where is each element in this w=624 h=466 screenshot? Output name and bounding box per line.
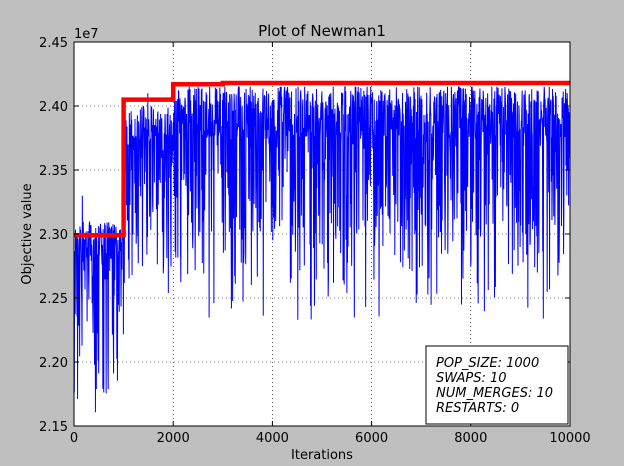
annotation-line: NUM_MERGES: 10	[436, 386, 553, 401]
series-red-path	[74, 80, 570, 238]
x-tick-label: 4000	[256, 431, 289, 446]
y-tick-label: 2.45	[39, 36, 68, 51]
x-axis-label: Iterations	[291, 448, 353, 463]
y-tick-label: 2.25	[39, 292, 68, 307]
y-multiplier-label: 1e7	[74, 27, 99, 42]
y-tick-label: 2.15	[39, 420, 68, 435]
y-tick-label: 2.30	[39, 228, 68, 243]
y-tick-label: 2.35	[39, 164, 68, 179]
annotation-line: SWAPS: 10	[436, 371, 507, 386]
x-tick-label: 2000	[157, 431, 190, 446]
chart-title: Plot of Newman1	[258, 22, 386, 40]
x-tick-label: 8000	[454, 431, 487, 446]
annotation-box: POP_SIZE: 1000 SWAPS: 10 NUM_MERGES: 10 …	[425, 345, 569, 425]
annotation-line: POP_SIZE: 1000	[436, 356, 539, 371]
series-blue-path	[73, 85, 571, 413]
x-tick-label: 6000	[355, 431, 388, 446]
x-tick-label: 10000	[549, 431, 590, 446]
y-tick-label: 2.40	[39, 100, 68, 115]
series-blue-line	[73, 85, 571, 413]
annotation-frame	[425, 345, 569, 425]
axis-ticks: 0 2000 4000 6000 8000 10000 2.15 2.20 2.25 2.30 2.…	[39, 36, 591, 446]
annotation-line: RESTARTS: 0	[436, 401, 519, 416]
y-axis-label: Objective value	[20, 183, 35, 284]
series-red-step	[74, 80, 570, 238]
y-tick-label: 2.20	[39, 356, 68, 371]
x-tick-label: 0	[70, 431, 78, 446]
